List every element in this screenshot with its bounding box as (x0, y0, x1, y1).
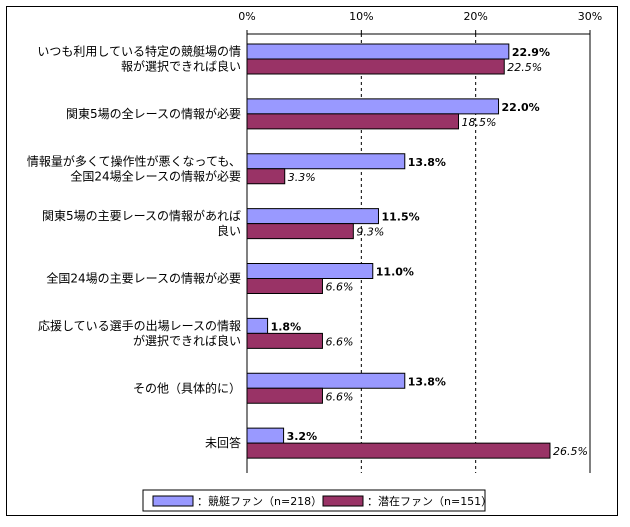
value-label-senzai-fan: 6.6% (325, 281, 353, 294)
category-label: 報が選択できれば良い (121, 59, 241, 74)
category-label: いつも利用している特定の競艇場の情 (37, 44, 241, 59)
value-label-senzai-fan: 6.6% (325, 335, 353, 348)
bar-keitei-fan (246, 43, 510, 60)
bar-keitei-fan (246, 317, 269, 334)
bar-keitei-fan (246, 98, 500, 115)
bar-keitei-fan (246, 208, 379, 225)
value-label-keitei-fan: 3.2% (287, 430, 318, 443)
value-label-senzai-fan: 18.5% (462, 116, 497, 129)
value-label-senzai-fan: 22.5% (507, 61, 542, 74)
bar-keitei-fan (246, 372, 406, 389)
bar-senzai-fan (246, 387, 323, 404)
value-label-keitei-fan: 11.5% (381, 211, 419, 224)
bar-senzai-fan (246, 223, 354, 240)
value-label-senzai-fan: 26.5% (553, 445, 588, 458)
category-label: が選択できれば良い (133, 333, 241, 348)
legend-label-keitei-fan: ：競艇ファン（n=218） (197, 494, 322, 508)
bar-senzai-fan (246, 58, 505, 75)
value-label-keitei-fan: 13.8% (408, 156, 446, 169)
bar-senzai-fan (246, 113, 460, 130)
bar-senzai-fan (246, 278, 323, 294)
tick-label: 0% (238, 10, 255, 23)
category-label: 応援している選手の出場レースの情報 (38, 319, 241, 333)
bar-keitei-fan (246, 427, 285, 444)
bar-senzai-fan (246, 332, 323, 349)
legend-label-senzai-fan: ：潜在ファン（n=151） (367, 494, 492, 508)
category-label: 未回答 (205, 435, 241, 450)
category-label: 関東5場の主要レースの情報があれば (42, 208, 241, 223)
value-label-keitei-fan: 13.8% (408, 375, 446, 388)
legend-box (142, 489, 486, 512)
category-label: 良い (217, 223, 241, 238)
value-label-senzai-fan: 3.3% (288, 171, 316, 184)
value-label-senzai-fan: 9.3% (356, 226, 384, 239)
tick-label: 20% (463, 10, 487, 23)
value-label-keitei-fan: 11.0% (376, 266, 414, 279)
bar-senzai-fan (246, 442, 551, 459)
value-label-keitei-fan: 22.0% (502, 101, 540, 114)
value-label-keitei-fan: 22.9% (512, 46, 550, 59)
legend-swatch-keitei-fan (152, 495, 194, 507)
category-label: 関東5場の全レースの情報が必要 (66, 106, 241, 121)
bar-keitei-fan (246, 263, 374, 279)
tick-label: 30% (578, 10, 602, 23)
legend-swatch-senzai-fan (322, 495, 364, 507)
tick-label: 10% (349, 10, 373, 23)
category-label: 全国24場の主要レースの情報が必要 (46, 271, 241, 286)
bar-senzai-fan (246, 168, 286, 185)
bar-keitei-fan (246, 153, 406, 170)
category-label: その他（具体的に） (133, 380, 241, 395)
category-label: 情報量が多くて操作性が悪くなっても、 (27, 153, 241, 168)
value-label-keitei-fan: 1.8% (271, 320, 302, 333)
category-label: 全国24場全レースの情報が必要 (70, 168, 241, 183)
value-label-senzai-fan: 6.6% (325, 390, 353, 403)
